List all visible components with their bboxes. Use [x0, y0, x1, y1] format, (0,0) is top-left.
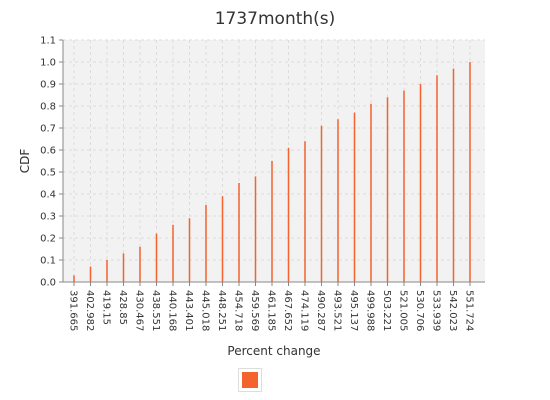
bar [122, 253, 125, 282]
bar [287, 147, 290, 282]
y-tick-label: 0.1 [40, 256, 56, 267]
x-axis-label: Percent change [227, 344, 320, 358]
bar [386, 97, 389, 282]
x-tick-label: 430.467 [134, 290, 145, 331]
x-tick-label: 530.706 [414, 290, 425, 331]
x-tick-label: 459.569 [249, 290, 260, 331]
x-tick-label: 521.005 [398, 290, 409, 331]
x-tick-label: 454.718 [233, 290, 244, 331]
x-tick-label: 419.15 [101, 290, 112, 325]
x-tick-label: 461.185 [266, 290, 277, 331]
y-ticks: 0.0 0.1 0.2 0.3 0.4 0.5 0.6 0.7 0.8 0.9 1.0 1.1 [40, 36, 63, 289]
x-tick-label: 493.521 [332, 290, 343, 331]
y-tick-label: 1.0 [40, 58, 56, 69]
bar [205, 205, 207, 282]
x-tick-label: 467.652 [282, 290, 293, 331]
plot-area [63, 40, 485, 282]
bar [221, 196, 224, 282]
x-tick-label: 438.551 [150, 290, 161, 331]
axes [62, 40, 485, 283]
y-tick-label: 1.1 [40, 36, 56, 47]
bar [403, 90, 405, 282]
x-tick-label: 490.287 [315, 290, 326, 331]
bar [139, 246, 141, 282]
x-tick-label: 448.251 [216, 290, 227, 331]
bar [452, 68, 455, 282]
bar [238, 183, 240, 282]
x-tick-label: 443.401 [183, 290, 194, 331]
bar [89, 266, 92, 282]
x-tick-label: 551.724 [464, 290, 475, 331]
legend-swatch [242, 372, 258, 388]
chart-title: 1737month(s) [215, 9, 336, 29]
bars [73, 62, 471, 282]
y-tick-label: 0.5 [40, 168, 56, 179]
bar [304, 141, 306, 282]
bar [370, 103, 372, 282]
y-tick-label: 0.9 [40, 80, 56, 91]
bar [271, 161, 273, 282]
y-tick-label: 0.4 [40, 190, 56, 201]
x-tick-label: 391.665 [68, 290, 79, 331]
y-tick-label: 0.7 [40, 124, 56, 135]
x-ticks: 391.665 402.982 419.15 428.85 430.467 438.551… [68, 282, 475, 331]
bar [254, 176, 257, 282]
bar [172, 224, 174, 282]
bar [106, 260, 108, 282]
bar [469, 62, 471, 282]
y-tick-label: 0.3 [40, 212, 56, 223]
x-tick-label: 495.137 [348, 290, 359, 331]
y-tick-label: 0.0 [40, 278, 56, 289]
bar [419, 84, 422, 282]
x-tick-label: 474.119 [299, 290, 310, 331]
x-tick-label: 503.221 [381, 290, 392, 331]
x-tick-label: 499.988 [365, 290, 376, 331]
x-tick-label: 533.939 [431, 290, 442, 331]
x-tick-label: 402.982 [84, 290, 95, 331]
bar [436, 75, 438, 282]
x-tick-label: 440.168 [167, 290, 178, 331]
bar [73, 275, 75, 282]
y-axis-label: CDF [18, 149, 32, 174]
bar [320, 125, 323, 282]
x-tick-label: 428.85 [117, 290, 128, 325]
bar [353, 112, 356, 282]
x-tick-label: 445.018 [200, 290, 211, 331]
y-tick-label: 0.6 [40, 146, 56, 157]
bar [337, 119, 339, 282]
y-tick-label: 0.8 [40, 102, 56, 113]
bar [188, 218, 191, 282]
x-tick-label: 542.023 [447, 290, 458, 331]
bar [155, 233, 158, 282]
y-tick-label: 0.2 [40, 234, 56, 245]
